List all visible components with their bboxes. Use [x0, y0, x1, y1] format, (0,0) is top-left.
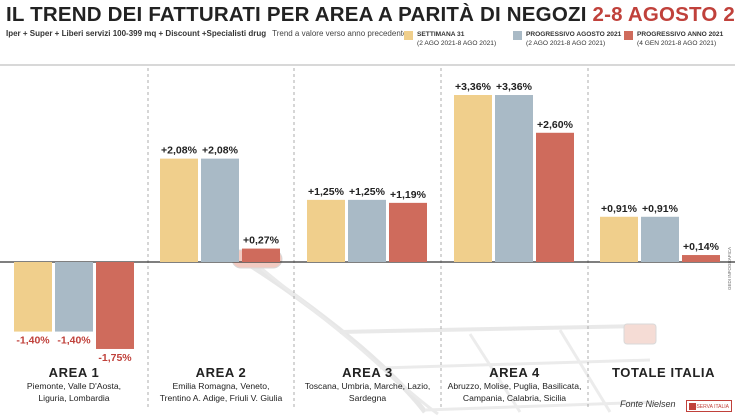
category-label: AREA 3: [342, 365, 393, 380]
bar: [389, 202, 427, 262]
data-label: +0,91%: [601, 203, 638, 215]
legend-swatch: [513, 31, 522, 40]
chart-title-main: IL TREND DEI FATTURATI PER AREA A PARITÀ…: [6, 3, 587, 26]
subtitle-text: Iper + Super + Liberi servizi 100-399 mq…: [6, 29, 267, 38]
category-detail: Abruzzo, Molise, Puglia, Basilicata,: [448, 381, 582, 391]
legend-label: PROGRESSIVO AGOSTO 2021: [526, 31, 622, 38]
bar: [96, 262, 134, 349]
bar: [495, 95, 533, 263]
data-label: +2,60%: [537, 119, 574, 131]
category-detail: Emilia Romagna, Veneto,: [173, 381, 270, 391]
category-detail: Toscana, Umbria, Marche, Lazio,: [305, 381, 431, 391]
data-label: +1,25%: [308, 186, 345, 198]
category-detail: Piemonte, Valle D'Aosta,: [27, 381, 121, 391]
bar: [641, 216, 679, 262]
data-label: +2,08%: [202, 145, 239, 157]
category-label: TOTALE ITALIA: [612, 365, 715, 380]
legend-detail: (2 AGO 2021-8 AGO 2021): [417, 40, 497, 47]
infographic-credit: GEDI INFOGRAFICA: [727, 246, 732, 290]
legend-detail: (4 GEN 2021-8 AGO 2021): [637, 40, 717, 47]
bar: [682, 255, 720, 262]
chart-subtitle: Iper + Super + Liberi servizi 100-399 mq…: [6, 29, 407, 38]
bar: [348, 199, 386, 262]
bar: [201, 158, 239, 262]
category-label: AREA 2: [196, 365, 247, 380]
bar: [536, 132, 574, 262]
osserva-italia-logo: OSSERVA ITALIA: [686, 400, 732, 412]
bar: [307, 199, 345, 262]
bar: [55, 262, 93, 332]
category-label: AREA 4: [489, 365, 540, 380]
data-label: +3,36%: [496, 81, 533, 93]
category-detail: Campania, Calabria, Sicilia: [463, 393, 566, 403]
data-label: -1,75%: [98, 352, 132, 364]
bar: [242, 248, 280, 262]
source-credit: Fonte Nielsen: [620, 399, 676, 409]
shopping-cart-illustration: [231, 249, 657, 416]
bar: [160, 158, 198, 262]
category-detail: Liguria, Lombardia: [38, 393, 109, 403]
legend-label: PROGRESSIVO ANNO 2021: [637, 31, 724, 38]
legend-swatch: [404, 31, 413, 40]
data-label: -1,40%: [57, 335, 91, 347]
chart-title-period: 2-8 AGOSTO 2021: [592, 3, 735, 26]
legend-swatch: [624, 31, 633, 40]
legend-label: SETTIMANA 31: [417, 31, 465, 38]
data-label: +0,14%: [683, 241, 720, 253]
data-label: +1,19%: [390, 189, 427, 201]
data-label: -1,40%: [16, 335, 50, 347]
legend-detail: (2 AGO 2021-8 AGO 2021): [526, 40, 606, 47]
data-label: +1,25%: [349, 186, 386, 198]
category-detail: Sardegna: [349, 393, 386, 403]
data-label: +0,27%: [243, 235, 280, 247]
chart-title: IL TREND DEI FATTURATI PER AREA A PARITÀ…: [6, 3, 735, 27]
bar: [14, 262, 52, 332]
bar: [600, 216, 638, 262]
category-label: AREA 1: [49, 365, 100, 380]
category-detail: Trentino A. Adige, Friuli V. Giulia: [160, 393, 283, 403]
subtitle-note: Trend a valore verso anno precedente: [272, 29, 408, 38]
bar: [454, 95, 492, 263]
logo-mark-icon: [689, 403, 696, 410]
data-label: +2,08%: [161, 145, 198, 157]
data-label: +3,36%: [455, 81, 492, 93]
data-label: +0,91%: [642, 203, 679, 215]
